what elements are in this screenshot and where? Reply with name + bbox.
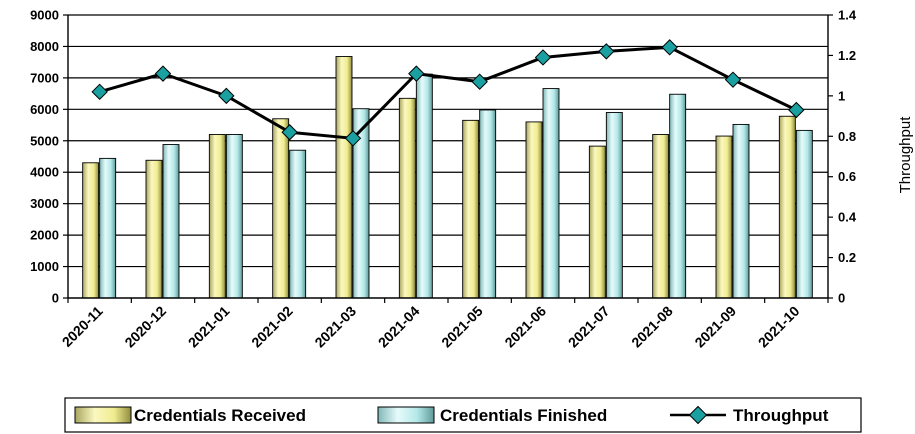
throughput-line-layer [91,39,805,147]
left-tick-label: 4000 [30,165,59,180]
x-tick-label: 2021-08 [628,303,676,351]
throughput-point [154,65,172,82]
bar-received [778,115,796,299]
left-tick-label: 6000 [30,102,59,117]
bar-received [525,121,543,299]
left-tick-label: 2000 [30,228,59,243]
right-tick-label: 0.6 [838,169,856,184]
x-tick-label: 2021-07 [565,303,613,351]
bar-finished [605,112,623,299]
right-axis-title: Throughput [897,116,914,194]
axes-layer [67,15,829,303]
throughput-point [218,87,235,105]
throughput-point [91,83,108,101]
left-tick-label: 8000 [30,39,59,54]
right-tick-label: 0.2 [838,250,856,265]
x-tick-label: 2021-05 [438,303,486,351]
left-axis-ticks: 0 1000 2000 3000 4000 5000 6000 7000 8000 9000 [30,8,68,306]
throughput-point [788,101,805,119]
bar-received [272,118,290,299]
legend-label-finished: Credentials Finished [440,406,607,425]
right-tick-label: 1 [838,88,845,103]
bar-received [208,134,226,299]
legend-box [64,397,862,433]
throughput-point [471,73,488,90]
right-tick-label: 1.2 [838,48,856,63]
bar-finished [542,88,560,299]
x-tick-label: 2020-12 [121,303,169,351]
right-axis-ticks: 0 0.2 0.4 0.6 0.8 1 1.2 1.4 [828,8,857,306]
x-tick-label: 2021-03 [311,303,359,351]
bar-received [335,56,353,299]
right-tick-label: 0 [838,291,845,306]
legend-label-throughput: Throughput [733,406,829,425]
throughput-point [408,65,425,82]
bars-layer [82,56,813,299]
bar-finished [225,134,243,299]
x-tick-label: 2020-11 [59,303,106,350]
bar-finished [99,157,117,299]
left-tick-label: 7000 [30,70,59,85]
throughput-point [534,49,552,66]
x-tick-label: 2021-02 [248,303,296,351]
throughput-point [344,130,362,147]
legend-label-received: Credentials Received [134,406,306,425]
bar-received [715,135,733,299]
x-tick-label: 2021-09 [691,303,739,351]
left-tick-label: 0 [52,291,59,306]
left-tick-label: 5000 [30,133,59,148]
legend: Credentials Received Credentials Finishe… [64,397,862,433]
throughput-point [598,43,615,60]
bar-received [145,159,163,299]
bar-finished [289,149,307,299]
bar-finished [479,109,497,299]
gridlines [68,14,828,268]
throughput-point [724,71,742,88]
bar-received [462,119,480,299]
bar-received [588,145,606,299]
x-tick-label: 2021-06 [501,303,549,351]
left-tick-label: 9000 [30,8,59,23]
bar-finished [795,129,813,299]
right-tick-label: 0.4 [838,210,857,225]
x-tick-label: 2021-04 [375,303,423,351]
left-tick-label: 1000 [30,259,59,274]
left-tick-label: 3000 [30,196,59,211]
bar-received [82,162,100,299]
throughput-point [661,39,678,56]
legend-swatch-received [74,406,132,424]
right-tick-label: 1.4 [838,8,857,23]
throughput-point [281,124,298,141]
x-tick-label: 2021-01 [185,303,233,351]
bar-received [398,97,416,299]
x-axis-ticks: 2020-11 2020-12 2021-01 2021-02 2021-03 2021-… [59,303,803,351]
bar-finished [732,123,750,299]
right-tick-label: 0.8 [838,129,856,144]
x-tick-label: 2021-10 [755,303,803,351]
legend-swatch-throughput-marker [688,405,708,425]
bar-finished [415,73,433,299]
bar-finished [162,144,180,299]
legend-swatch-finished [377,406,435,424]
throughput-line [99,45,797,140]
bar-received [652,134,670,299]
bar-finished [669,93,687,299]
